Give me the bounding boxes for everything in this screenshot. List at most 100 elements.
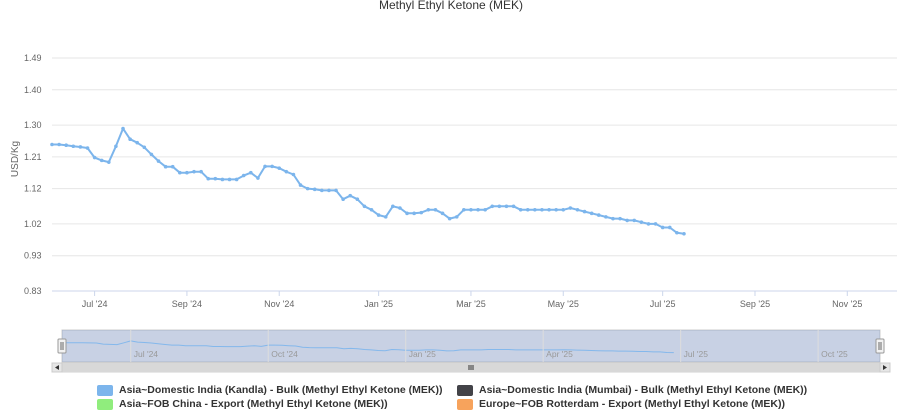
data-point-kandla[interactable] (376, 213, 381, 217)
data-point-kandla[interactable] (660, 225, 665, 230)
data-point-kandla[interactable] (511, 204, 516, 209)
data-point-kandla[interactable] (454, 215, 459, 219)
legend-item-rotterdam[interactable]: Europe~FOB Rotterdam - Export (Methyl Et… (457, 398, 785, 410)
data-point-kandla[interactable] (447, 216, 452, 221)
data-point-kandla[interactable] (362, 204, 367, 209)
data-point-kandla[interactable] (426, 208, 431, 212)
data-point-kandla[interactable] (57, 142, 61, 147)
series-kandla[interactable] (50, 126, 686, 236)
data-point-kandla[interactable] (263, 164, 267, 169)
data-point-kandla[interactable] (85, 146, 90, 150)
data-point-kandla[interactable] (518, 208, 523, 212)
data-point-kandla[interactable] (298, 183, 303, 187)
data-point-kandla[interactable] (440, 211, 445, 216)
data-point-kandla[interactable] (682, 232, 686, 236)
data-point-kandla[interactable] (320, 188, 324, 193)
data-point-kandla[interactable] (398, 206, 402, 210)
data-point-kandla[interactable] (121, 126, 125, 131)
data-point-kandla[interactable] (78, 145, 83, 149)
scrollbar-right-arrow-icon[interactable] (879, 362, 891, 373)
data-point-kandla[interactable] (149, 152, 154, 157)
data-point-kandla[interactable] (575, 208, 580, 212)
data-point-kandla[interactable] (604, 215, 608, 219)
data-point-kandla[interactable] (227, 177, 232, 182)
data-point-kandla[interactable] (618, 216, 622, 221)
data-point-kandla[interactable] (234, 177, 239, 182)
data-point-kandla[interactable] (653, 222, 658, 226)
data-point-kandla[interactable] (334, 188, 338, 193)
data-point-kandla[interactable] (547, 208, 551, 212)
data-point-kandla[interactable] (185, 170, 189, 175)
data-point-kandla[interactable] (497, 204, 502, 209)
legend-item-china[interactable]: Asia~FOB China - Export (Methyl Ethyl Ke… (97, 398, 388, 410)
data-point-kandla[interactable] (596, 213, 601, 217)
data-point-kandla[interactable] (433, 208, 438, 212)
data-point-kandla[interactable] (632, 218, 637, 223)
data-point-kandla[interactable] (170, 164, 175, 169)
data-point-kandla[interactable] (50, 142, 54, 147)
legend-item-kandla[interactable]: Asia~Domestic India (Kandla) - Bulk (Met… (97, 384, 443, 396)
data-point-kandla[interactable] (483, 208, 487, 212)
data-point-kandla[interactable] (561, 208, 566, 212)
data-point-kandla[interactable] (383, 215, 388, 219)
data-point-kandla[interactable] (348, 193, 353, 198)
data-point-kandla[interactable] (412, 211, 416, 216)
data-point-kandla[interactable] (178, 170, 182, 175)
data-point-kandla[interactable] (64, 143, 69, 147)
data-point-kandla[interactable] (199, 169, 203, 174)
data-point-kandla[interactable] (277, 166, 282, 170)
data-point-kandla[interactable] (582, 209, 587, 214)
data-point-kandla[interactable] (305, 186, 310, 191)
data-point-kandla[interactable] (667, 225, 672, 230)
navigator[interactable]: Jul '24 Oct '24 Jan '25 Apr '25 Jul '25 Oct '… (51, 329, 891, 373)
data-point-kandla[interactable] (476, 208, 480, 212)
data-point-kandla[interactable] (504, 204, 509, 209)
data-point-kandla[interactable] (589, 211, 594, 216)
data-point-kandla[interactable] (206, 176, 211, 181)
navigator-handle-right[interactable] (875, 338, 885, 354)
data-point-kandla[interactable] (256, 176, 260, 180)
data-point-kandla[interactable] (312, 187, 317, 192)
scrollbar-left-arrow-icon[interactable] (51, 362, 63, 373)
data-point-kandla[interactable] (241, 173, 246, 178)
data-point-kandla[interactable] (341, 197, 345, 202)
data-point-kandla[interactable] (107, 160, 111, 164)
data-point-kandla[interactable] (99, 158, 104, 163)
data-point-kandla[interactable] (92, 155, 97, 160)
data-point-kandla[interactable] (327, 188, 331, 193)
data-point-kandla[interactable] (646, 222, 651, 226)
data-point-kandla[interactable] (291, 172, 296, 177)
data-point-kandla[interactable] (270, 164, 274, 169)
data-point-kandla[interactable] (156, 159, 161, 163)
data-point-kandla[interactable] (540, 208, 544, 212)
data-point-kandla[interactable] (419, 210, 424, 215)
data-point-kandla[interactable] (220, 177, 225, 182)
data-point-kandla[interactable] (625, 218, 629, 223)
data-point-kandla[interactable] (128, 137, 132, 141)
data-point-kandla[interactable] (675, 230, 679, 235)
data-point-kandla[interactable] (525, 208, 530, 212)
data-point-kandla[interactable] (135, 140, 140, 145)
data-point-kandla[interactable] (114, 144, 118, 149)
data-point-kandla[interactable] (71, 144, 76, 149)
data-point-kandla[interactable] (490, 204, 495, 209)
data-point-kandla[interactable] (284, 169, 289, 174)
data-point-kandla[interactable] (405, 211, 409, 216)
data-point-kandla[interactable] (369, 208, 374, 212)
data-point-kandla[interactable] (192, 169, 196, 174)
data-point-kandla[interactable] (639, 220, 644, 224)
data-point-kandla[interactable] (554, 208, 558, 212)
data-point-kandla[interactable] (611, 216, 615, 221)
data-point-kandla[interactable] (163, 164, 168, 169)
data-point-kandla[interactable] (469, 208, 473, 212)
data-point-kandla[interactable] (249, 170, 253, 175)
data-point-kandla[interactable] (213, 176, 218, 181)
data-point-kandla[interactable] (462, 208, 466, 212)
data-point-kandla[interactable] (391, 204, 395, 209)
data-point-kandla[interactable] (533, 208, 537, 212)
navigator-handle-left[interactable] (57, 338, 67, 354)
data-point-kandla[interactable] (568, 206, 573, 210)
legend-item-mumbai[interactable]: Asia~Domestic India (Mumbai) - Bulk (Met… (457, 384, 807, 396)
data-point-kandla[interactable] (355, 197, 360, 202)
data-point-kandla[interactable] (142, 145, 147, 150)
